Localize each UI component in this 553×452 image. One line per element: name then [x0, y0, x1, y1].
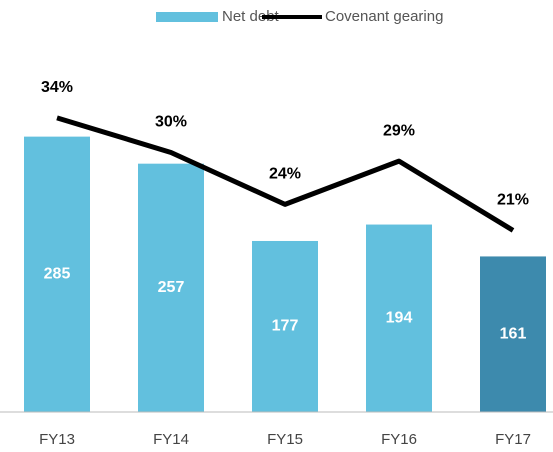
bar	[480, 256, 546, 412]
x-tick-label: FY15	[267, 431, 303, 448]
line-value-label: 29%	[383, 122, 415, 139]
bar-value-label: 257	[158, 279, 185, 296]
bar-value-label: 177	[272, 318, 299, 335]
x-tick-label: FY14	[153, 431, 189, 448]
x-tick-label: FY17	[495, 431, 531, 448]
line-value-label: 34%	[41, 79, 73, 96]
line-value-label: 24%	[269, 166, 301, 183]
legend-swatch-bar	[156, 12, 218, 22]
line-value-label: 21%	[497, 192, 529, 209]
legend-label: Net debt	[222, 8, 280, 25]
bar	[252, 240, 318, 412]
bar-value-label: 161	[500, 325, 527, 342]
bar-value-label: 194	[386, 309, 413, 326]
x-tick-label: FY16	[381, 431, 417, 448]
x-tick-label: FY13	[39, 431, 75, 448]
legend-label: Covenant gearing	[325, 8, 443, 25]
line	[56, 115, 515, 233]
line-value-label: 30%	[155, 114, 187, 131]
bar	[24, 136, 90, 412]
bar	[138, 163, 204, 412]
bar	[366, 224, 432, 412]
bar-value-label: 285	[44, 266, 71, 283]
